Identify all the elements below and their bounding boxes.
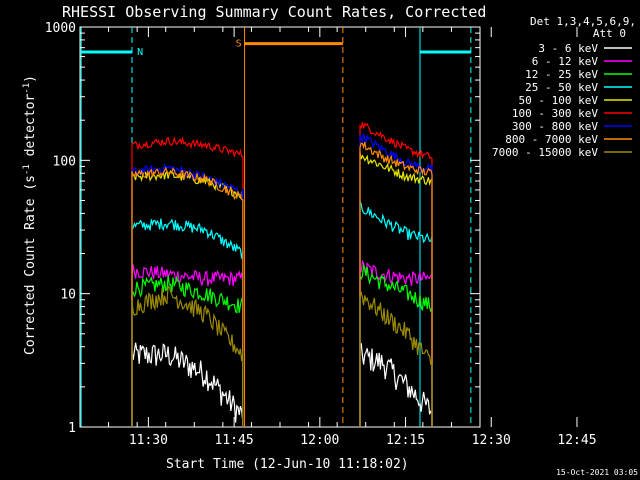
x-tick-label: 12:45 [557,433,596,448]
legend-label-4: 50 - 100 keV [519,94,599,107]
series-line-1-seg1 [131,264,244,427]
y-tick-label: 1000 [45,21,76,36]
legend-label-8: 7000 - 15000 keV [492,146,598,159]
series-line-1-seg2 [359,259,433,427]
y-axis-label-mid: detector [23,94,38,165]
y-tick-label: 100 [53,154,76,169]
flag-label-N: N [137,47,143,58]
y-axis-label-sup2: -1 [22,83,32,94]
legend-label-7: 800 - 7000 keV [505,133,598,146]
y-axis-label-sup1: -1 [22,164,32,175]
y-tick-label: 10 [60,288,76,303]
legend-label-3: 25 - 50 keV [525,81,598,94]
series-group [131,122,433,427]
y-axis-label-main: Corrected Count Rate (s [23,175,38,355]
y-axis-ticks: 1 10 100 1000 [45,21,480,436]
series-line-3-seg2 [359,200,433,427]
legend-label-5: 100 - 300 keV [512,107,598,120]
chart-title: RHESSI Observing Summary Count Rates, Co… [62,3,486,21]
series-line-0-seg2 [359,343,433,427]
legend-detector-line1: Det 1,3,4,5,6,9, [530,15,636,28]
y-axis-label: Corrected Count Rate (s-1 detector-1) [22,75,38,355]
y-axis-label-end: ) [23,75,38,83]
x-tick-label: 12:30 [472,433,511,448]
series-line-8-seg2 [359,290,433,427]
series-line-5-seg1 [131,136,244,427]
y-tick-label: 1 [68,421,76,436]
series-line-4-seg2 [359,151,433,427]
series-line-2-seg1 [131,275,244,427]
series-line-7-seg1 [131,166,244,427]
date-stamp: 15-Oct-2021 03:05 [556,468,638,477]
legend-label-6: 300 - 800 keV [512,120,598,133]
x-tick-label: 11:45 [215,433,254,448]
x-tick-label: 12:15 [386,433,425,448]
legend-label-1: 6 - 12 keV [532,55,599,68]
series-line-6-seg1 [131,163,244,427]
x-tick-label: 11:30 [129,433,168,448]
x-axis-ticks: 11:30 11:45 12:00 12:15 12:30 12:45 [79,27,597,448]
series-line-3-seg1 [131,218,244,427]
legend-label-0: 3 - 6 keV [538,42,598,55]
series-line-5-seg2 [359,122,433,427]
series-line-0-seg1 [131,342,244,427]
series-line-7-seg2 [359,141,433,427]
x-axis-label: Start Time (12-Jun-10 11:18:02) [166,457,409,472]
legend-label-2: 12 - 25 keV [525,68,598,81]
x-tick-label: 12:00 [300,433,339,448]
series-line-8-seg1 [131,284,244,427]
series-line-2-seg2 [359,263,433,427]
legend-detector-line2: Att 0 [593,27,626,40]
flag-label-S: S [236,39,242,50]
